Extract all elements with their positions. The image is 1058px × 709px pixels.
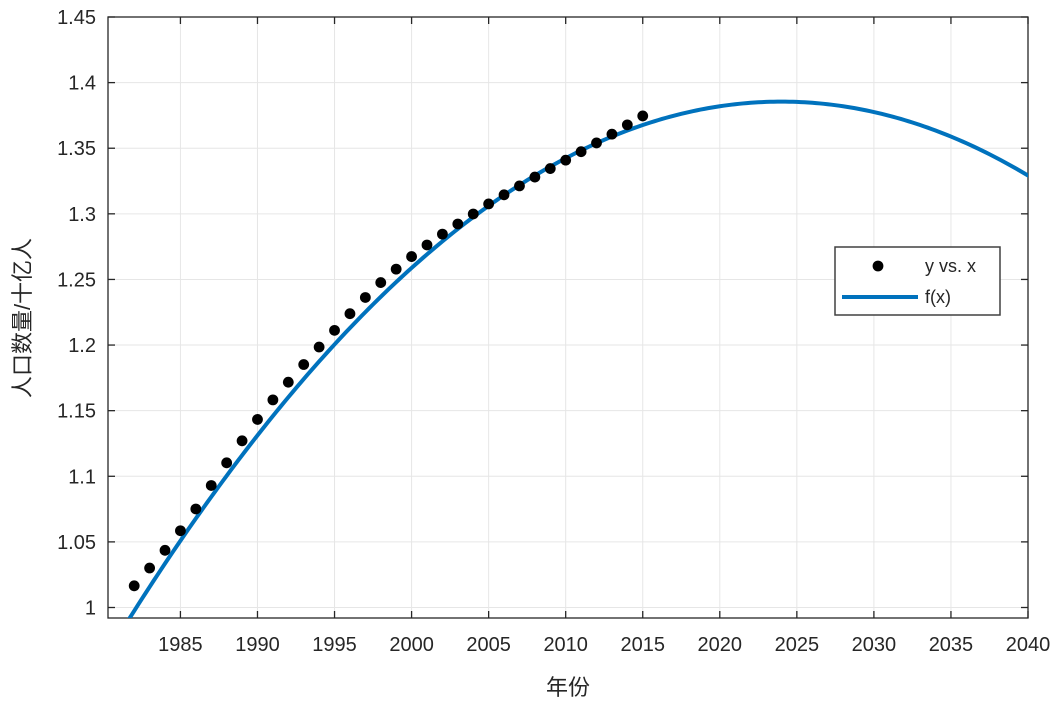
data-point bbox=[390, 263, 402, 275]
data-point bbox=[344, 308, 356, 320]
y-tick-label: 1.15 bbox=[57, 401, 96, 423]
legend-label-scatter: y vs. x bbox=[925, 256, 976, 276]
data-point bbox=[375, 277, 387, 288]
y-axis-label: 人口数量/十亿人 bbox=[10, 238, 35, 398]
data-point bbox=[591, 137, 602, 149]
plot-border bbox=[107, 16, 1029, 619]
x-tick-label: 2040 bbox=[1006, 634, 1051, 656]
x-tick-label: 2015 bbox=[620, 634, 665, 656]
fit-curve bbox=[127, 99, 1028, 618]
x-tick-label: 2025 bbox=[775, 634, 820, 656]
data-point bbox=[421, 239, 433, 251]
x-tick-label: 2020 bbox=[698, 634, 743, 656]
data-point bbox=[437, 228, 448, 240]
data-point bbox=[514, 180, 525, 192]
data-point bbox=[267, 394, 279, 406]
data-point bbox=[190, 503, 202, 515]
x-axis-label: 年份 bbox=[546, 675, 590, 700]
data-point bbox=[483, 198, 495, 210]
data-point bbox=[467, 208, 479, 220]
legend-box bbox=[834, 246, 1001, 316]
data-point bbox=[236, 435, 248, 447]
data-point bbox=[329, 324, 340, 336]
y-tick-label: 1.35 bbox=[57, 138, 96, 160]
x-tick-label: 2010 bbox=[543, 634, 588, 656]
y-tick-labels: 1 1.05 1.1 1.15 1.2 1.25 1.3 1.35 1.4 1.45 bbox=[57, 7, 96, 620]
scatter-points bbox=[128, 110, 649, 592]
x-tick-label: 1985 bbox=[158, 634, 203, 656]
data-point bbox=[144, 562, 156, 574]
x-tick-label: 1995 bbox=[312, 634, 357, 656]
legend-label-fit: f(x) bbox=[925, 287, 951, 307]
y-tick-label: 1.4 bbox=[68, 73, 96, 95]
data-point bbox=[252, 414, 263, 425]
data-point bbox=[282, 376, 294, 388]
data-point bbox=[205, 480, 217, 491]
y-tick-label: 1.3 bbox=[68, 204, 96, 226]
gridlines bbox=[108, 16, 1029, 618]
data-point bbox=[637, 110, 649, 122]
data-point bbox=[575, 146, 587, 158]
y-tick-label: 1.05 bbox=[57, 532, 96, 554]
data-point bbox=[298, 359, 310, 370]
x-tick-label: 2030 bbox=[852, 634, 897, 656]
y-tick-label: 1.25 bbox=[57, 269, 96, 291]
data-point bbox=[498, 189, 510, 201]
axis-ticks bbox=[108, 16, 1029, 618]
y-tick-label: 1 bbox=[85, 598, 96, 620]
data-point bbox=[606, 128, 618, 140]
data-point bbox=[621, 119, 633, 131]
data-point bbox=[544, 163, 556, 174]
fit-curve-group bbox=[127, 99, 1028, 618]
x-tick-label: 2005 bbox=[466, 634, 511, 656]
data-point bbox=[529, 171, 541, 183]
data-point bbox=[221, 457, 233, 469]
data-point bbox=[452, 218, 464, 230]
x-tick-label: 2000 bbox=[389, 634, 434, 656]
x-tick-labels: 1985 1990 1995 2000 2005 2010 2015 2020 2025 2030… bbox=[158, 634, 1050, 656]
x-tick-label: 2035 bbox=[929, 634, 974, 656]
y-tick-label: 1.45 bbox=[57, 7, 96, 29]
y-tick-label: 1.2 bbox=[68, 335, 96, 357]
data-point bbox=[175, 525, 186, 537]
legend-marker-dot-icon bbox=[872, 260, 884, 272]
legend: y vs. x f(x) bbox=[834, 246, 1001, 316]
data-point bbox=[159, 544, 171, 556]
data-point bbox=[128, 580, 140, 592]
data-point bbox=[560, 154, 572, 166]
x-tick-label: 1990 bbox=[235, 634, 280, 656]
data-point bbox=[359, 292, 371, 303]
data-point bbox=[406, 251, 417, 262]
y-tick-label: 1.1 bbox=[68, 466, 96, 488]
data-point bbox=[313, 341, 325, 353]
